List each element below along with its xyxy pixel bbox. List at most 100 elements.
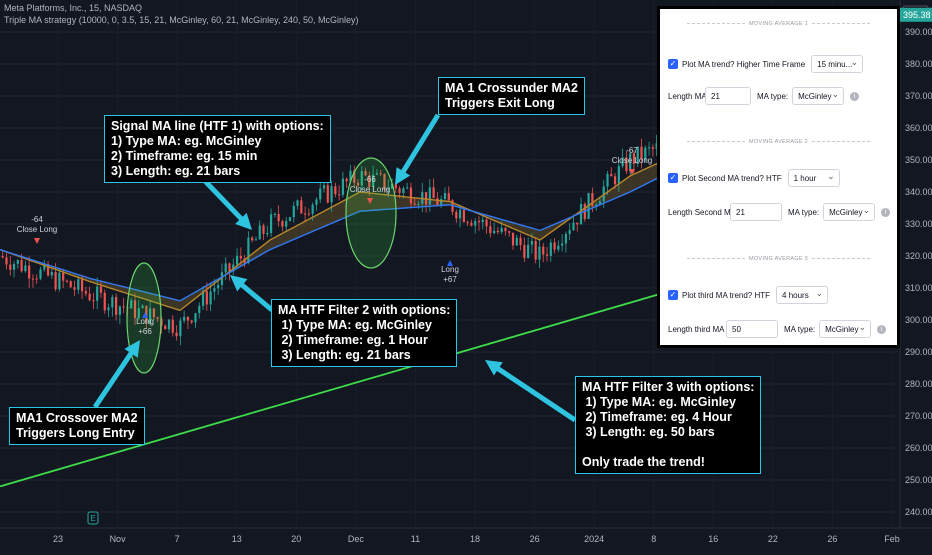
candle-body [107,307,110,311]
timeframe-3-select[interactable]: 4 hours [776,284,829,304]
candle-body [152,308,155,318]
candle-body [647,147,651,149]
candle-body [390,183,394,189]
arrow-icon [395,113,441,185]
candle-body [549,242,552,256]
candle-body [353,170,356,183]
candle-body [311,204,314,214]
candle-body [175,332,178,337]
candle-body [183,316,186,321]
candle-body [379,173,382,175]
candle-body [462,209,465,222]
candle-body [50,272,53,276]
candle-body [273,214,276,216]
check-icon[interactable]: ✓ [668,290,678,300]
price-badge-label: 395.38 [903,10,931,20]
candle-body [617,166,620,185]
candle-body [24,265,27,272]
candle-body [62,272,65,281]
candle-body [591,192,594,207]
length-ma2-input[interactable]: 21 [730,203,782,221]
y-tick-label: 280.00 [905,379,932,389]
e-icon-label: E [90,514,95,523]
ma-type-2-select[interactable]: McGinley [823,201,876,221]
x-tick-label: 7 [175,534,180,544]
y-tick-label: 370.00 [905,91,932,101]
y-tick-label: 340.00 [905,187,932,197]
x-tick-label: 23 [53,534,63,544]
candle-body [228,263,231,272]
annotation-signal-ma: Signal MA line (HTF 1) with options: 1) … [104,115,331,183]
candle-body [474,221,477,226]
candle-body [572,222,575,231]
length-ma3-input[interactable]: 50 [726,320,778,338]
info-icon[interactable]: i [881,207,891,217]
candle-body [568,230,571,234]
candle-body [610,173,613,177]
candle-body [625,157,628,172]
check-icon[interactable]: ✓ [668,59,678,69]
candle-body [58,272,61,290]
length-ma1-row: Length MA 21 MA type: McGinley i [668,85,860,105]
candle-body [542,246,545,255]
ma-type-3-select[interactable]: McGinley [819,318,872,338]
check-icon[interactable]: ✓ [668,173,678,183]
candle-body [80,279,84,292]
candle-body [534,240,537,260]
candle-body [553,242,556,250]
candle-body [579,203,583,225]
candle-body [640,146,643,160]
candle-body [504,227,507,232]
candle-body [118,306,121,315]
candle-body [35,278,38,280]
candle-body [179,320,182,337]
candle-body [198,305,201,314]
timeframe-1-select[interactable]: 15 minu... [811,53,864,73]
annotation-crossover: MA1 Crossover MA2 Triggers Long Entry [9,407,145,445]
candle-body [375,173,379,175]
arrow-icon [230,275,274,312]
x-tick-label: 11 [411,534,420,544]
candle-body [288,217,292,221]
y-tick-label: 290.00 [905,347,932,357]
exit-marker [34,238,40,244]
annotation-arrows [92,113,577,423]
candle-body [285,220,288,227]
candle-body [470,222,473,226]
candle-body [576,222,579,225]
candle-body [394,183,397,189]
candle-body [73,287,76,290]
candle-body [545,254,549,256]
candle-body [315,199,318,205]
arrow-icon [92,340,140,409]
candle-body [564,233,568,244]
y-tick-label: 270.00 [905,411,932,421]
candle-body [194,313,197,323]
candle-body [519,237,522,246]
candle-body [266,233,269,235]
info-icon[interactable]: i [877,324,887,334]
ma-type-2-label: MA type: [788,207,820,217]
candle-body [432,187,435,198]
candle-body [247,237,250,263]
candle-body [141,305,144,309]
y-tick-label: 380.00 [905,59,932,69]
candle-body [598,201,602,205]
y-tick-label: 250.00 [905,475,932,485]
plot-ma2-label: Plot Second MA trend? HTF [682,173,782,183]
candle-body [262,225,265,234]
ma-type-1-select[interactable]: McGinley [792,85,845,105]
info-icon[interactable]: i [850,91,860,101]
exit-marker [629,169,635,175]
candle-body [402,188,405,193]
candle-body [217,284,220,289]
candle-body [254,239,258,241]
candle-body [1,256,4,258]
candle-body [28,265,31,279]
candle-body [296,200,299,206]
candle-body [239,255,242,259]
length-ma1-input[interactable]: 21 [705,87,751,105]
timeframe-2-select[interactable]: 1 hour [787,167,840,187]
y-tick-label: 390.00 [905,27,932,37]
candle-body [341,178,344,195]
